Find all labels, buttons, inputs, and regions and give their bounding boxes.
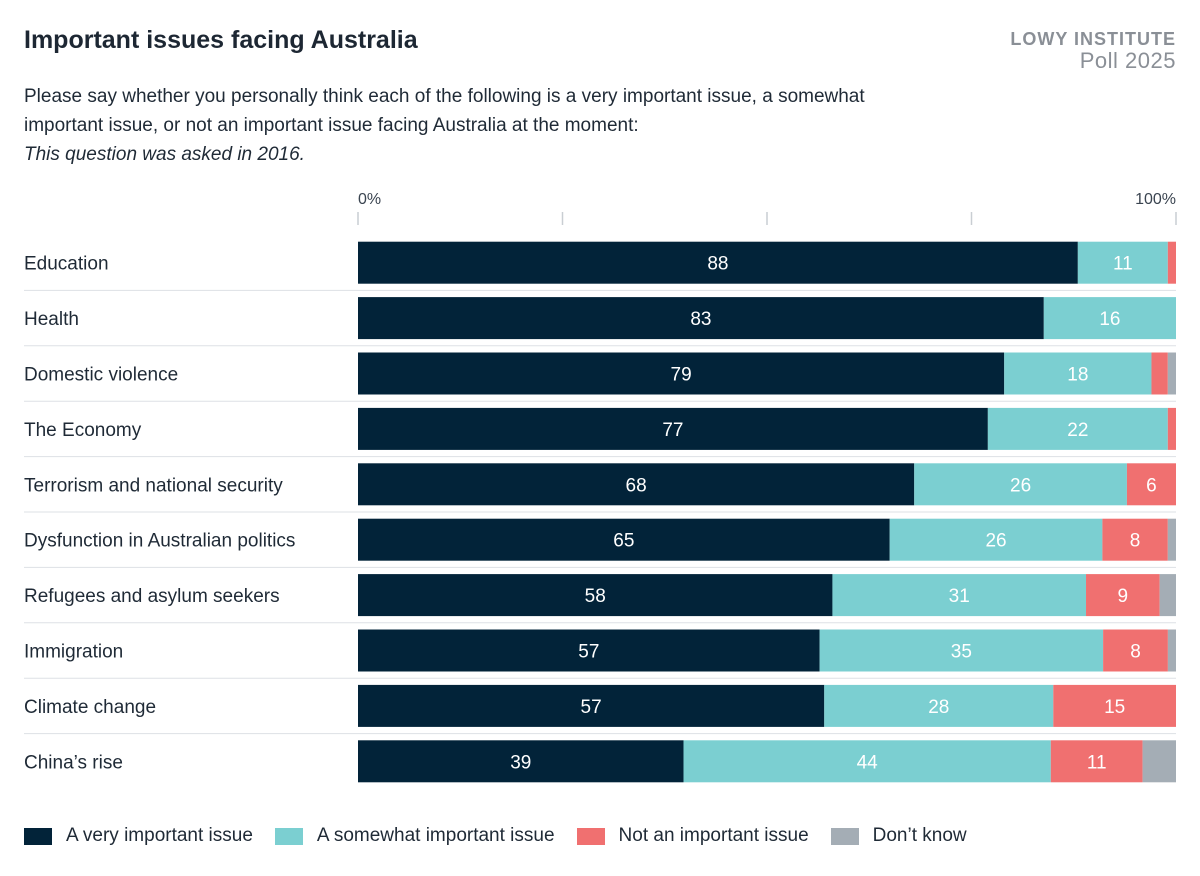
brand-poll-year: Poll 2025 xyxy=(1079,48,1176,73)
legend-label: Not an important issue xyxy=(618,825,809,846)
data-label: 57 xyxy=(581,697,602,718)
legend-item: A somewhat important issue xyxy=(274,825,555,847)
bar-segment xyxy=(889,518,1103,561)
chart-title: Important issues facing Australia xyxy=(24,26,418,54)
data-label: 11 xyxy=(1113,254,1133,275)
data-label: 8 xyxy=(1130,642,1141,663)
category-label: Health xyxy=(24,309,79,330)
category-label: Education xyxy=(24,254,109,275)
bar-segment xyxy=(1102,518,1168,561)
data-label: 77 xyxy=(662,420,683,441)
legend-swatch xyxy=(274,827,303,845)
legend-swatch xyxy=(830,827,859,845)
bar-segment xyxy=(1077,241,1168,284)
bar-segment xyxy=(358,518,890,561)
bar-segment xyxy=(1167,241,1176,284)
bar-segment xyxy=(1167,518,1176,561)
data-label: 31 xyxy=(949,586,970,607)
brand-name: LOWY INSTITUTE xyxy=(1010,29,1176,49)
bar-segment xyxy=(358,407,988,450)
data-label: 18 xyxy=(1067,365,1088,386)
bar-segment xyxy=(914,463,1127,506)
bar-segment xyxy=(1167,629,1176,672)
bar-segment xyxy=(358,352,1005,395)
bar-segment xyxy=(1167,407,1176,450)
data-label: 9 xyxy=(1118,586,1129,607)
legend-label: Don’t know xyxy=(872,825,967,846)
legend-swatch xyxy=(24,827,52,845)
bar-segment xyxy=(358,684,825,727)
data-label: 8 xyxy=(1130,531,1141,552)
data-label: 88 xyxy=(707,254,728,275)
legend-swatch xyxy=(576,827,605,845)
category-label: Refugees and asylum seekers xyxy=(24,586,280,607)
data-label: 57 xyxy=(578,642,599,663)
data-label: 22 xyxy=(1067,420,1088,441)
brand-logo: LOWY INSTITUTE Poll 2025 xyxy=(1010,30,1176,72)
legend-item: A very important issue xyxy=(24,825,253,847)
data-label: 65 xyxy=(613,531,634,552)
bar-segment xyxy=(1053,684,1176,727)
bar-segment xyxy=(1043,297,1176,340)
data-label: 68 xyxy=(626,475,647,496)
category-label: The Economy xyxy=(24,420,142,441)
x-tick-label: 0% xyxy=(358,191,381,208)
data-label: 11 xyxy=(1087,752,1107,773)
data-label: 26 xyxy=(1010,475,1031,496)
bar-segment xyxy=(1167,352,1176,395)
bar-segment xyxy=(1151,352,1168,395)
data-label: 83 xyxy=(690,309,711,330)
bar-segment xyxy=(987,407,1168,450)
bar-segment xyxy=(683,740,1051,783)
data-label: 39 xyxy=(510,752,531,773)
bar-segment xyxy=(358,629,820,672)
question-text: Please say whether you personally think … xyxy=(24,86,865,136)
bar-segment xyxy=(1142,740,1176,783)
category-label: Dysfunction in Australian politics xyxy=(24,531,295,552)
bar-segment xyxy=(358,297,1044,340)
category-label: China’s rise xyxy=(24,752,123,773)
bar-segment xyxy=(1103,629,1168,672)
bar-segment xyxy=(1086,574,1160,617)
data-label: 15 xyxy=(1104,697,1125,718)
bar-segment xyxy=(358,740,684,783)
category-label: Climate change xyxy=(24,697,156,718)
data-label: 6 xyxy=(1146,475,1157,496)
chart-subtitle: Please say whether you personally think … xyxy=(24,82,884,169)
category-label: Domestic violence xyxy=(24,365,178,386)
data-label: 44 xyxy=(857,752,879,773)
legend-label: A very important issue xyxy=(66,825,253,846)
data-label: 26 xyxy=(985,531,1006,552)
bar-segment xyxy=(1159,574,1176,617)
category-label: Terrorism and national security xyxy=(24,475,283,496)
bar-segment xyxy=(358,241,1078,284)
bar-segment xyxy=(824,684,1054,727)
bar-segment xyxy=(832,574,1087,617)
legend-label: A somewhat important issue xyxy=(316,825,555,846)
legend-item: Not an important issue xyxy=(576,825,809,847)
data-label: 58 xyxy=(585,586,606,607)
bar-segment xyxy=(1004,352,1152,395)
data-label: 28 xyxy=(928,697,949,718)
bar-segment xyxy=(358,463,915,506)
bar-segment xyxy=(819,629,1104,672)
bar-segment xyxy=(1126,463,1176,506)
question-note: This question was asked in 2016. xyxy=(24,144,305,165)
x-tick-label: 100% xyxy=(1135,191,1176,208)
data-label: 79 xyxy=(671,365,692,386)
data-label: 35 xyxy=(951,642,972,663)
legend-item: Don’t know xyxy=(830,825,967,847)
data-label: 16 xyxy=(1099,309,1120,330)
bar-segment xyxy=(358,574,833,617)
category-label: Immigration xyxy=(24,642,123,663)
bar-segment xyxy=(1050,740,1143,783)
chart-legend: A very important issue A somewhat importa… xyxy=(24,825,989,847)
